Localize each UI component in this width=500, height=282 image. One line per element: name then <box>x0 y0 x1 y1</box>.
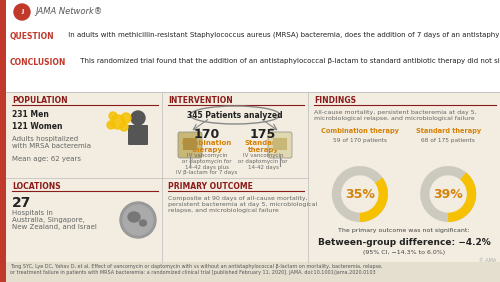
Text: Combination
therapy: Combination therapy <box>182 140 232 153</box>
Circle shape <box>111 115 125 129</box>
Circle shape <box>342 176 378 212</box>
Text: Mean age: 62 years: Mean age: 62 years <box>12 156 81 162</box>
Wedge shape <box>360 178 388 222</box>
Text: © AMA: © AMA <box>479 258 496 263</box>
Wedge shape <box>448 172 476 222</box>
Ellipse shape <box>140 220 146 226</box>
Text: Standard therapy: Standard therapy <box>416 128 481 134</box>
Text: The primary outcome was not significant:: The primary outcome was not significant: <box>338 228 470 233</box>
FancyBboxPatch shape <box>128 125 148 145</box>
Text: Adults hospitalized
with MRSA bacteremia: Adults hospitalized with MRSA bacteremia <box>12 136 91 149</box>
Circle shape <box>14 4 30 20</box>
Text: JAMA Network®: JAMA Network® <box>35 8 102 17</box>
FancyBboxPatch shape <box>6 92 500 262</box>
FancyBboxPatch shape <box>6 262 500 282</box>
Text: 59 of 170 patients: 59 of 170 patients <box>333 138 387 143</box>
Text: QUESTION: QUESTION <box>10 32 54 41</box>
Circle shape <box>120 123 128 131</box>
Text: 35%: 35% <box>345 188 375 201</box>
Text: IV vancomycin
or daptomycin for
14-42 days plus
IV β-lactam for 7 days: IV vancomycin or daptomycin for 14-42 da… <box>176 153 238 175</box>
FancyBboxPatch shape <box>183 138 197 150</box>
Text: IV vancomycin
or daptomycin for
14-42 days: IV vancomycin or daptomycin for 14-42 da… <box>238 153 288 169</box>
FancyBboxPatch shape <box>0 0 6 282</box>
Circle shape <box>131 111 145 125</box>
FancyBboxPatch shape <box>268 132 292 158</box>
Text: 231 Men: 231 Men <box>12 110 49 119</box>
Text: 175: 175 <box>250 128 276 141</box>
Circle shape <box>109 112 117 120</box>
Text: CONCLUSION: CONCLUSION <box>10 58 66 67</box>
Text: Tong SYC, Lye DC, Yahav D, et al. Effect of vancomycin or daptomycin with vs wit: Tong SYC, Lye DC, Yahav D, et al. Effect… <box>10 264 382 275</box>
Text: Standard
therapy: Standard therapy <box>245 140 281 153</box>
Text: 39%: 39% <box>434 188 463 201</box>
Circle shape <box>120 202 156 238</box>
Wedge shape <box>332 166 382 222</box>
FancyBboxPatch shape <box>178 132 202 158</box>
Text: Between-group difference: −4.2%: Between-group difference: −4.2% <box>318 238 490 247</box>
Circle shape <box>107 121 115 129</box>
Text: (95% CI, −14.3% to 6.0%): (95% CI, −14.3% to 6.0%) <box>363 250 445 255</box>
Text: INTERVENTION: INTERVENTION <box>168 96 233 105</box>
Text: 345 Patients analyzed: 345 Patients analyzed <box>187 111 283 120</box>
FancyBboxPatch shape <box>0 0 500 92</box>
Text: Combination therapy: Combination therapy <box>321 128 399 134</box>
Circle shape <box>123 205 153 235</box>
Text: 27: 27 <box>12 196 32 210</box>
Text: This randomized trial found that the addition of an antistaphylococcal β-lactam : This randomized trial found that the add… <box>78 58 500 64</box>
Text: LOCATIONS: LOCATIONS <box>12 182 60 191</box>
Circle shape <box>430 176 466 212</box>
Wedge shape <box>448 172 476 222</box>
Text: In adults with methicillin-resistant Staphylococcus aureus (MRSA) bacteremia, do: In adults with methicillin-resistant Sta… <box>66 32 500 39</box>
Text: Hospitals in
Australia, Singapore,
New Zealand, and Israel: Hospitals in Australia, Singapore, New Z… <box>12 210 97 230</box>
Text: 121 Women: 121 Women <box>12 122 62 131</box>
Text: PRIMARY OUTCOME: PRIMARY OUTCOME <box>168 182 253 191</box>
Wedge shape <box>420 166 466 222</box>
Wedge shape <box>360 178 388 222</box>
Wedge shape <box>448 172 476 222</box>
Wedge shape <box>360 178 388 222</box>
Text: All-cause mortality, persistent bacteremia at day 5,
microbiological relapse, an: All-cause mortality, persistent bacterem… <box>314 110 476 121</box>
Text: Composite at 90 days of all-cause mortality,
persistent bacteremia at day 5, mic: Composite at 90 days of all-cause mortal… <box>168 196 318 213</box>
FancyBboxPatch shape <box>273 138 287 150</box>
Circle shape <box>121 113 131 123</box>
Ellipse shape <box>128 212 140 222</box>
Text: FINDINGS: FINDINGS <box>314 96 356 105</box>
Text: POPULATION: POPULATION <box>12 96 68 105</box>
Text: 68 of 175 patients: 68 of 175 patients <box>421 138 475 143</box>
Text: J: J <box>21 10 23 14</box>
Text: 170: 170 <box>194 128 220 141</box>
